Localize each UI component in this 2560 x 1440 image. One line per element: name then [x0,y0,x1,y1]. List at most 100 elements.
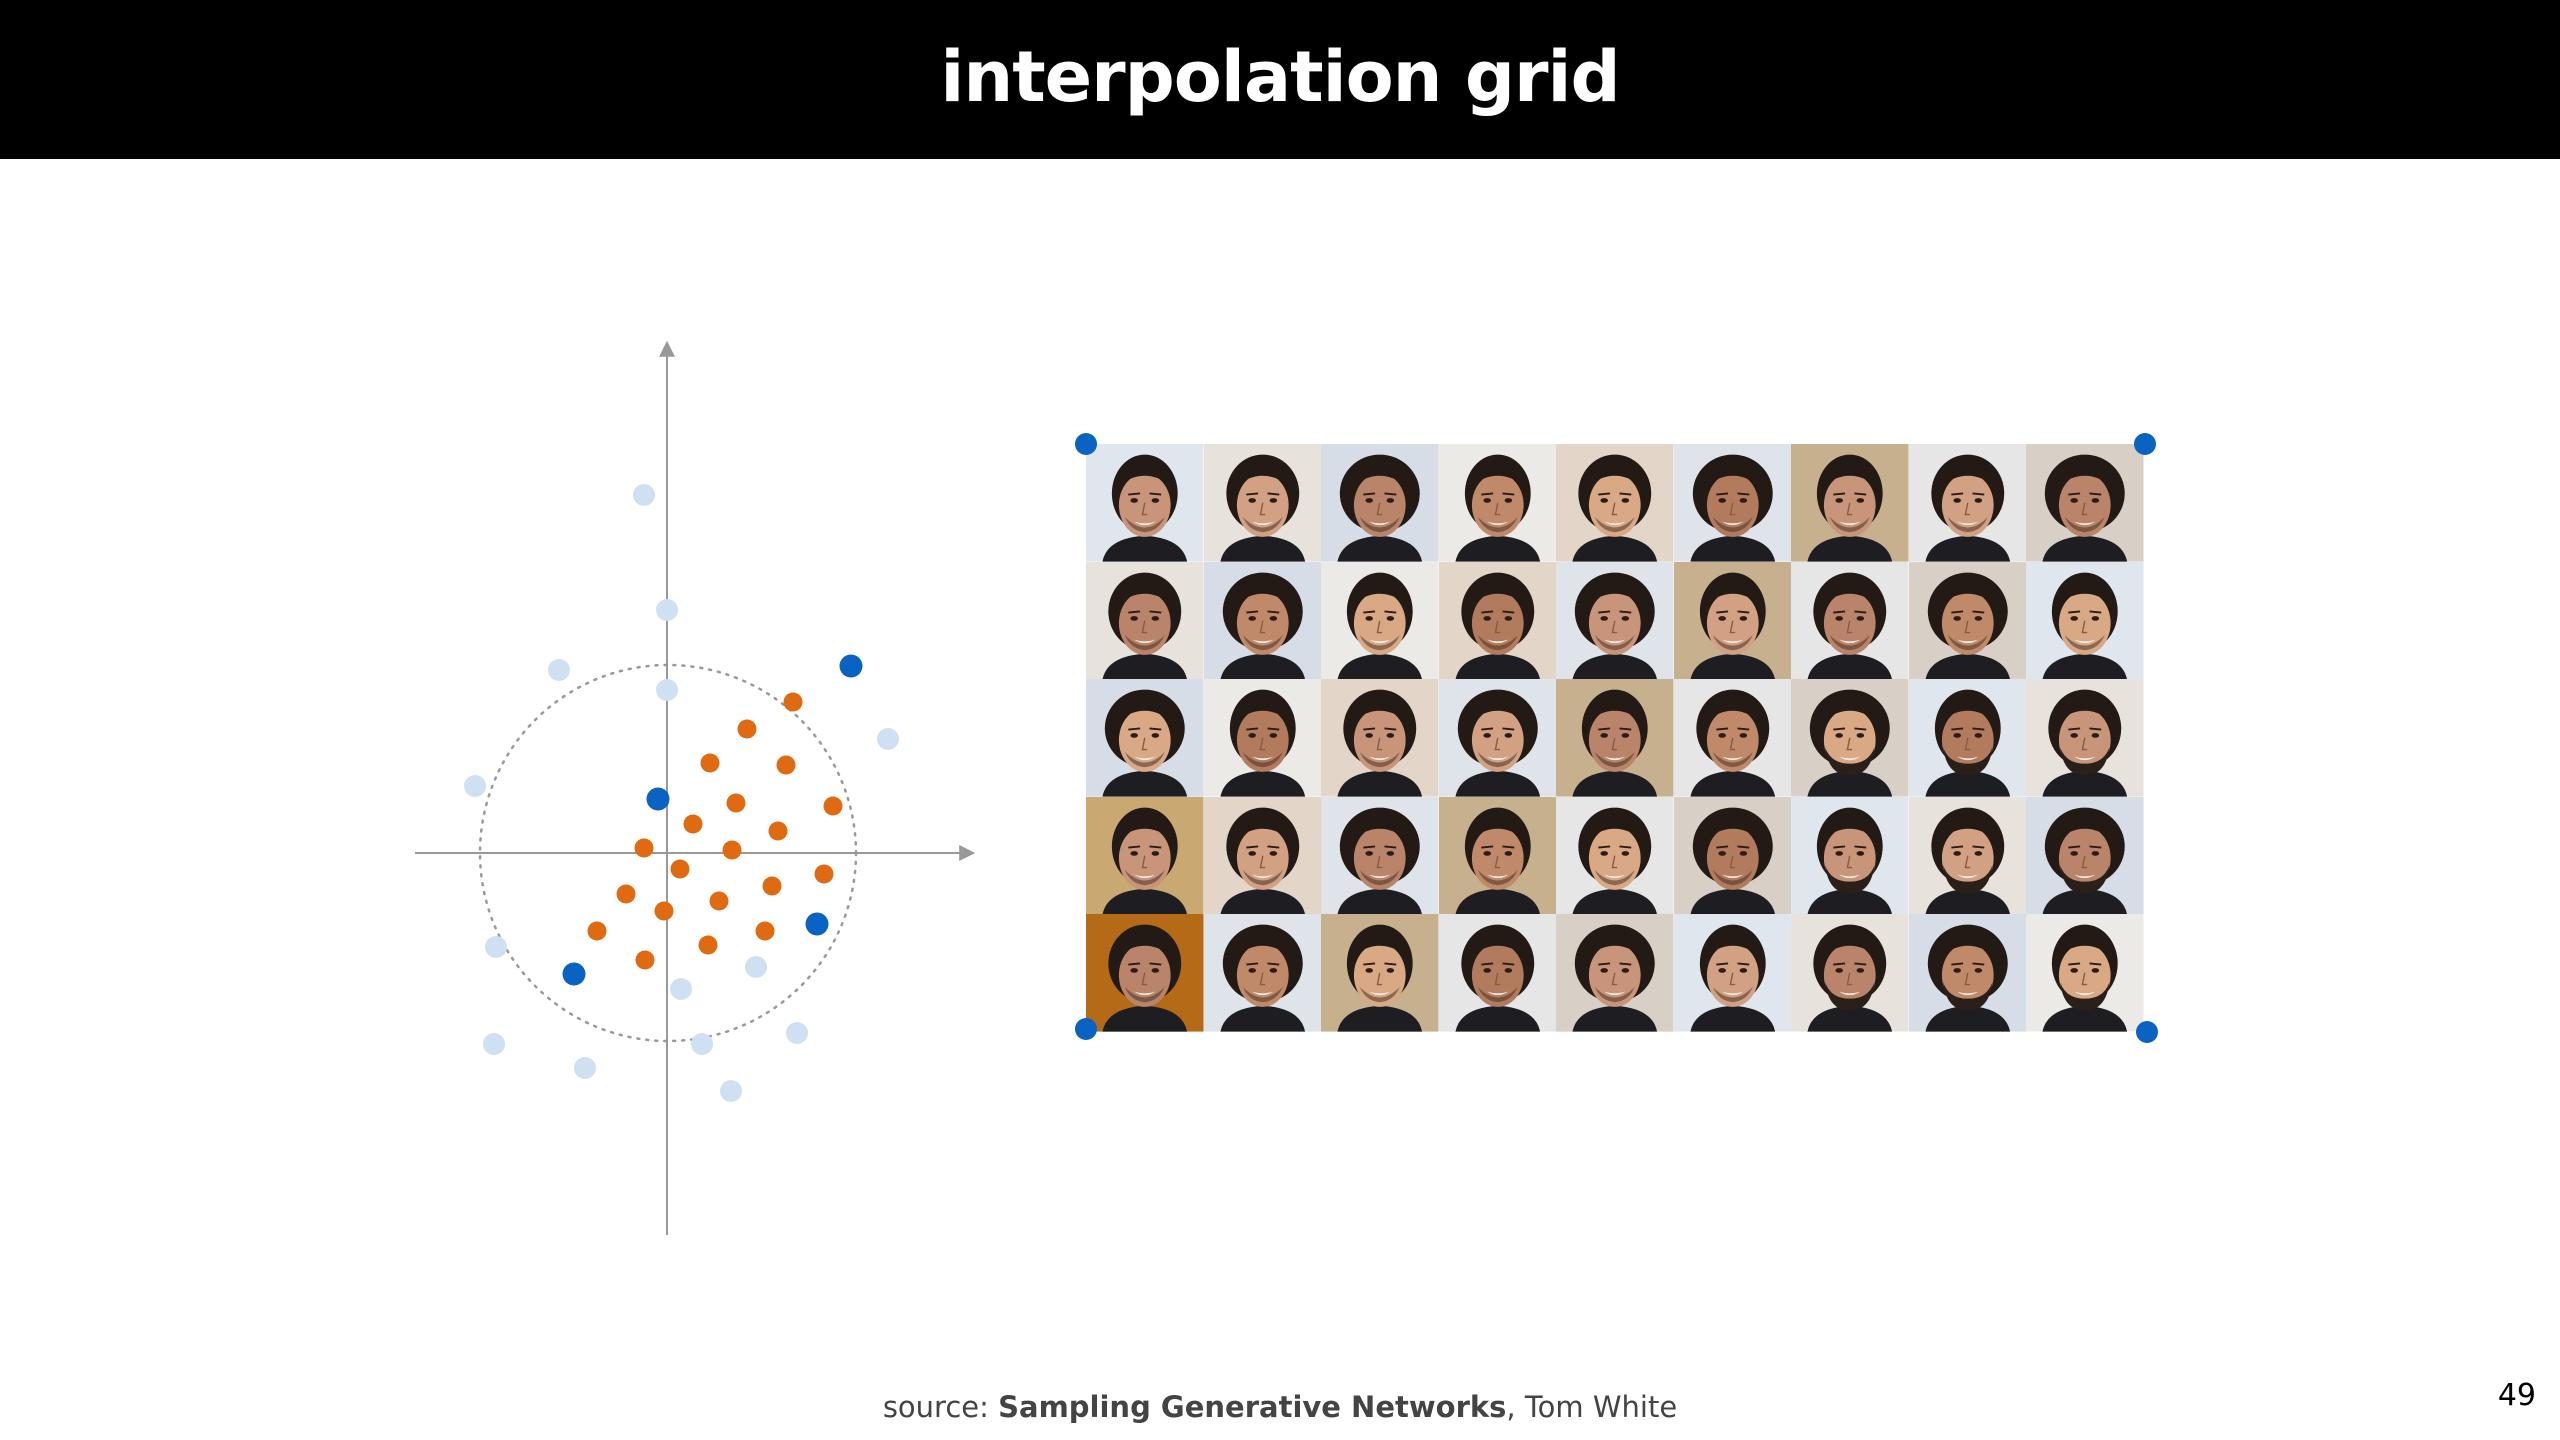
background-point [656,679,678,701]
interpolated-point [698,935,718,955]
interpolated-point [762,876,782,896]
background-point [691,1033,713,1055]
corner-anchor-top-right [2134,433,2156,455]
background-point [485,936,507,958]
face-cell [1321,796,1439,915]
face-cell [2026,444,2144,562]
face-cell [1086,679,1204,797]
background-point [877,728,899,750]
face-cell [1438,679,1557,797]
face-grid-cells [1086,444,2144,1032]
face-cell [1086,914,1204,1032]
corner-anchor-bottom-right [2136,1021,2158,1043]
face-cell [1791,796,1909,915]
face-cell [1086,796,1204,915]
face-cell [2026,796,2144,915]
face-cell [1438,796,1557,915]
face-cell [1321,914,1439,1032]
face-cell [1673,444,1792,562]
background-point [483,1033,505,1055]
anchor-point [646,787,670,811]
face-cell [1791,561,1909,680]
interpolated-point [635,950,655,970]
source-title: Sampling Generative Networks [998,1390,1507,1424]
source-author: , Tom White [1506,1390,1678,1424]
face-cell [1203,561,1322,680]
source-citation: source: Sampling Generative Networks, To… [0,1390,2560,1424]
background-point [720,1080,742,1102]
face-cell [1908,914,2027,1032]
interpolated-points [587,692,843,970]
face-cell [1321,561,1439,680]
face-cell [1791,914,1909,1032]
interpolated-point [737,719,757,739]
interpolated-point [814,864,834,884]
face-cell [1556,796,1674,915]
face-cell [1673,914,1792,1032]
face-cell [2026,914,2144,1032]
face-cell [1673,679,1792,797]
interpolation-face-grid [1075,433,2158,1043]
interpolated-point [726,793,746,813]
face-cell [1908,796,2027,915]
source-prefix: source: [882,1390,999,1424]
face-cell [1438,561,1557,680]
face-cell [1908,561,2027,680]
slide-title: interpolation grid [940,35,1620,118]
background-point [670,978,692,1000]
face-cell [1556,914,1674,1032]
corner-anchor-bottom-left [1075,1018,1097,1040]
latent-space-scatter [415,340,976,1235]
face-cell [1791,679,1909,797]
interpolated-point [654,901,674,921]
face-cell [1791,444,1909,562]
face-cell [1908,679,2027,797]
background-points [464,484,899,1102]
face-cell [1556,679,1674,797]
face-cell [1321,679,1439,797]
anchor-point [805,912,829,936]
anchor-points [562,654,863,986]
title-bar: interpolation grid [0,0,2560,159]
interpolated-point [722,840,742,860]
background-point [464,775,486,797]
face-cell [1556,444,1674,562]
face-cell [1203,679,1322,797]
interpolated-point [755,921,775,941]
background-point [656,599,678,621]
face-cell [1086,561,1204,680]
background-point [574,1057,596,1079]
interpolated-point [634,838,654,858]
face-cell [1203,914,1322,1032]
background-point [633,484,655,506]
interpolated-point [783,692,803,712]
face-cell [1673,561,1792,680]
face-cell [1321,444,1439,562]
face-cell [2026,679,2144,797]
face-cell [1438,444,1557,562]
interpolated-point [616,884,636,904]
interpolated-point [683,814,703,834]
interpolated-point [776,755,796,775]
anchor-point [839,654,863,678]
face-cell [1556,561,1674,680]
face-cell [1086,444,1204,562]
interpolated-point [700,753,720,773]
unit-circle [478,663,858,1043]
interpolated-point [670,859,690,879]
face-cell [1203,444,1322,562]
background-point [548,659,570,681]
interpolated-point [587,921,607,941]
background-point [786,1022,808,1044]
face-cell [1908,444,2027,562]
interpolated-point [768,821,788,841]
face-cell [1673,796,1792,915]
face-cell [2026,561,2144,680]
face-cell [1438,914,1557,1032]
corner-anchor-top-left [1075,433,1097,455]
page-number: 49 [2497,1378,2536,1413]
interpolated-point [709,891,729,911]
face-cell [1203,796,1322,915]
interpolated-point [823,796,843,816]
anchor-point [562,962,586,986]
